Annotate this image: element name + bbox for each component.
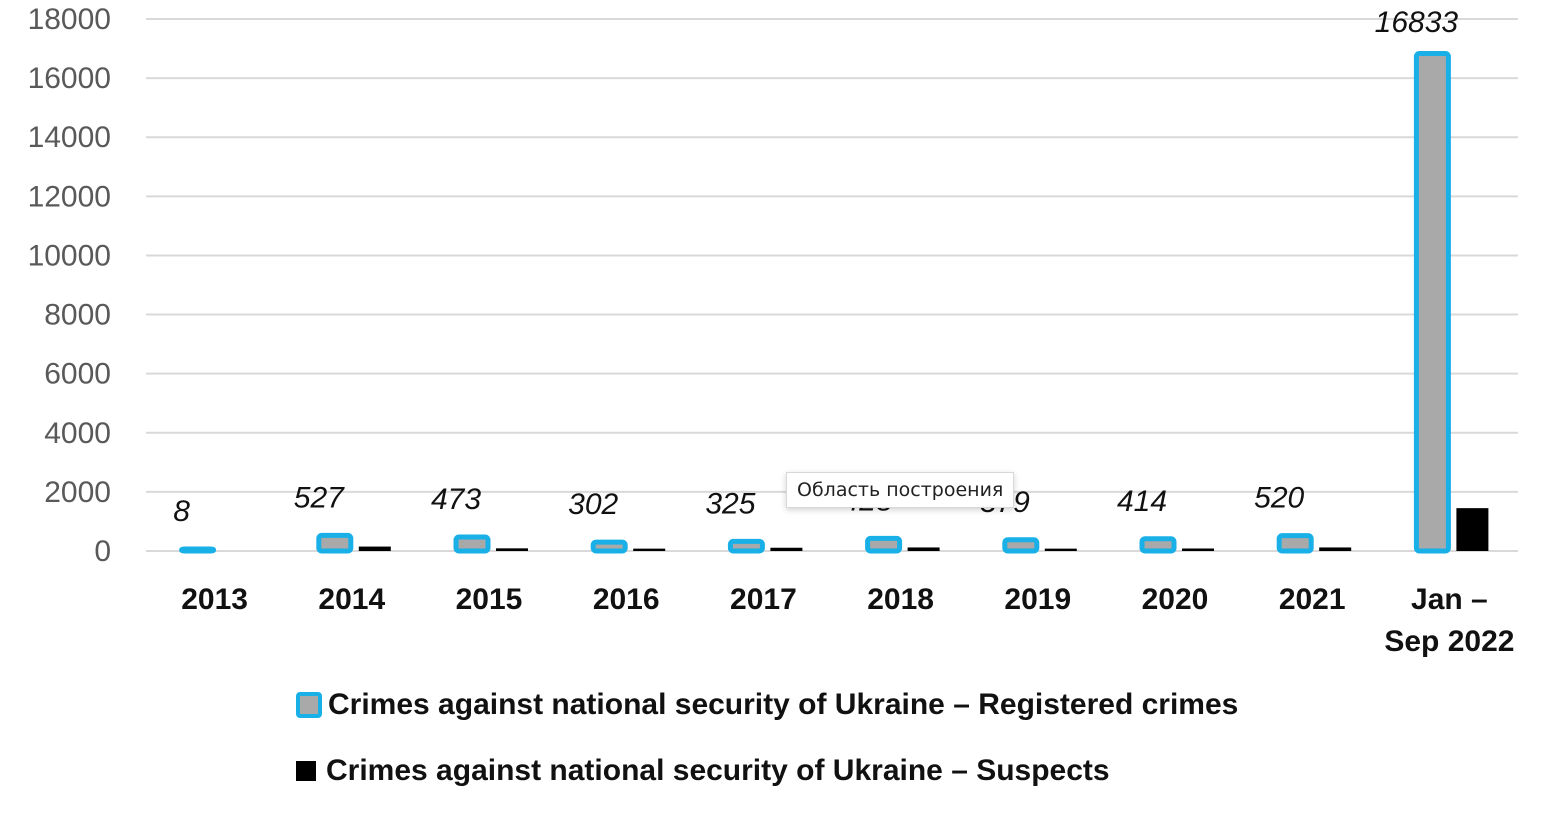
bar-registered [727, 538, 765, 554]
bar-registered [1002, 537, 1040, 554]
data-label-registered: 527 [294, 481, 345, 514]
y-tick-label: 14000 [28, 121, 111, 154]
x-tick-label: Jan – [1411, 583, 1488, 616]
legend-label-suspects: Crimes against national security of Ukra… [326, 754, 1110, 787]
bars [179, 50, 1489, 554]
y-axis-ticks: 0 2000 4000 6000 8000 10000 12000 14000 16000 180… [28, 3, 111, 568]
y-tick-label: 12000 [28, 180, 111, 213]
legend-swatch-suspects [296, 761, 316, 781]
bar-registered [1413, 50, 1451, 554]
bar-suspects [358, 546, 391, 551]
y-tick-label: 10000 [28, 239, 111, 272]
data-label-registered: 414 [1117, 485, 1167, 518]
legend-item-registered: Crimes against national security of Ukra… [296, 688, 1238, 722]
legend-swatch-registered [296, 692, 322, 718]
y-tick-label: 0 [94, 535, 111, 568]
data-label-registered: 8 [173, 495, 190, 528]
bar-suspects [1182, 548, 1214, 551]
y-tick-label: 6000 [44, 358, 111, 391]
y-tick-label: 4000 [44, 417, 111, 450]
x-axis-ticks: 2013 2014 2015 2016 2017 2018 2019 2020 2021 Jan … [181, 583, 1514, 658]
bar-suspects [1319, 547, 1352, 551]
x-tick-label: 2017 [730, 583, 797, 616]
bar-registered [865, 535, 903, 554]
bar-suspects [1456, 508, 1489, 551]
legend-item-suspects: Crimes against national security of Ukra… [296, 754, 1110, 788]
bar-suspects [633, 548, 666, 551]
x-tick-label: 2015 [456, 583, 523, 616]
y-tick-label: 18000 [28, 3, 111, 36]
bar-suspects [496, 548, 528, 551]
x-tick-label: 2019 [1004, 583, 1071, 616]
y-tick-label: 8000 [44, 299, 111, 332]
x-tick-label: 2020 [1142, 583, 1209, 616]
bar-registered [316, 532, 354, 554]
data-label-registered: 325 [705, 487, 755, 520]
data-labels: 852747330232542837941452016833 [173, 6, 1458, 528]
data-label-registered: 302 [568, 488, 618, 521]
bar-registered [590, 539, 628, 554]
bar-registered [453, 534, 491, 554]
y-tick-label: 2000 [44, 476, 111, 509]
data-label-registered: 473 [431, 483, 481, 516]
plot-area-tooltip: Область построения [786, 472, 1015, 508]
data-label-registered: 520 [1254, 482, 1304, 515]
x-tick-label: 2021 [1279, 583, 1346, 616]
gridlines [146, 18, 1518, 552]
x-tick-label: Sep 2022 [1384, 625, 1514, 658]
bar-suspects [907, 547, 940, 551]
x-tick-label: 2018 [867, 583, 934, 616]
legend-label-registered: Crimes against national security of Ukra… [328, 688, 1239, 721]
bar-registered [1276, 533, 1314, 554]
bar-suspects [1044, 548, 1077, 551]
bar-suspects [770, 547, 803, 551]
y-tick-label: 16000 [28, 62, 111, 95]
x-tick-label: 2013 [181, 583, 248, 616]
bar-registered [179, 546, 217, 554]
x-tick-label: 2016 [593, 583, 660, 616]
data-label-registered: 16833 [1375, 6, 1459, 39]
x-tick-label: 2014 [318, 583, 385, 616]
bar-registered [1139, 536, 1177, 554]
